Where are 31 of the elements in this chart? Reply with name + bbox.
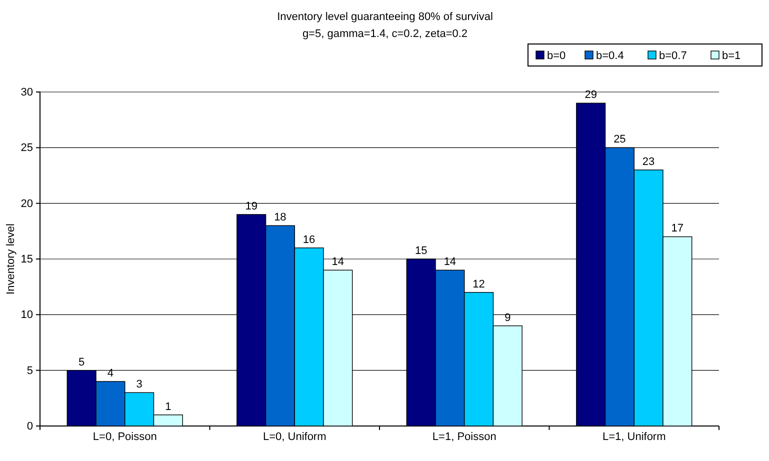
y-tick-label: 30	[20, 86, 33, 99]
legend-label: b=0.7	[659, 50, 687, 62]
chart-title: Inventory level guaranteeing 80% of survival	[277, 11, 493, 23]
y-tick-label: 25	[20, 142, 33, 154]
data-label: 17	[671, 222, 684, 235]
data-label: 12	[472, 278, 485, 290]
data-label: 3	[136, 378, 142, 391]
data-label: 14	[332, 256, 344, 268]
y-tick-label: 10	[20, 309, 33, 322]
data-label: 15	[414, 245, 428, 257]
data-label: 14	[444, 256, 456, 268]
y-axis-title: Inventory level	[5, 224, 17, 294]
x-tick-label: L=0, Poisson	[92, 430, 157, 443]
x-tick-label: L=1, Poisson	[432, 430, 496, 443]
data-label: 1	[165, 400, 172, 413]
y-tick-label: 0	[26, 420, 33, 433]
legend-label: b=0	[547, 50, 566, 62]
data-label: 29	[584, 89, 597, 102]
data-label: 5	[78, 356, 85, 368]
y-tick-label: 20	[20, 198, 33, 210]
data-label: 25	[614, 134, 626, 146]
x-tick-label: L=1, Uniform	[602, 430, 666, 443]
x-tick-label: L=0, Uniform	[262, 430, 326, 443]
y-tick-label: 5	[26, 364, 33, 377]
legend-label: b=1	[722, 50, 741, 62]
data-label: 16	[302, 234, 316, 246]
legend-label: b=0.4	[596, 50, 624, 62]
data-label: 18	[274, 212, 286, 224]
chart-subtitle: g=5, gamma=1.4, c=0.2, zeta=0.2	[302, 28, 468, 40]
data-label: 23	[642, 156, 655, 168]
y-tick-label: 15	[20, 254, 33, 266]
